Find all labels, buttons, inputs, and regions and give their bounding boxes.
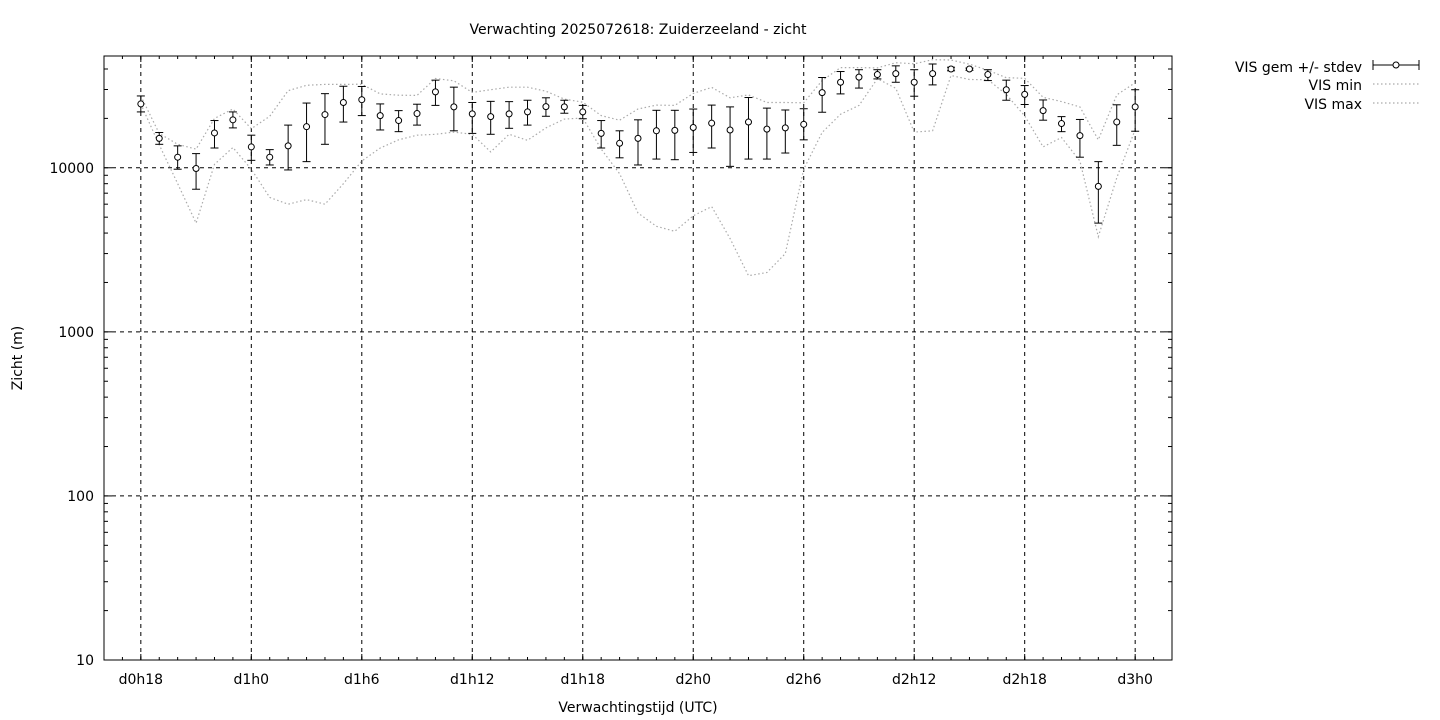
y-tick-label: 1000 — [58, 325, 94, 341]
x-tick-label: d0h18 — [119, 672, 163, 688]
mean-point — [137, 100, 145, 108]
vis-min-line — [140, 74, 1136, 277]
mean-point — [708, 119, 716, 127]
mean-point — [284, 142, 292, 150]
mean-point — [339, 98, 347, 106]
mean-point — [855, 73, 863, 81]
mean-point — [763, 125, 771, 133]
mean-point — [560, 103, 568, 111]
mean-point — [818, 89, 826, 97]
mean-point — [524, 108, 532, 116]
y-tick-label: 10 — [76, 653, 94, 669]
mean-point — [947, 65, 955, 73]
mean-point — [781, 124, 789, 132]
mean-point — [929, 70, 937, 78]
mean-point — [1021, 90, 1029, 98]
mean-point — [671, 126, 679, 134]
legend: VIS gem +/- stdev VIS min VIS max — [1235, 60, 1420, 113]
mean-point — [192, 164, 200, 172]
mean-point — [1076, 132, 1084, 140]
mean-point — [634, 134, 642, 142]
x-tick-label: d2h0 — [675, 672, 711, 688]
mean-point — [873, 71, 881, 79]
x-tick-label: d2h6 — [786, 672, 822, 688]
mean-point — [395, 117, 403, 125]
x-tick-label: d1h12 — [450, 672, 494, 688]
mean-point — [910, 78, 918, 86]
mean-point — [413, 110, 421, 118]
mean-point — [450, 103, 458, 111]
x-tick-label: d2h12 — [892, 672, 936, 688]
chart-title: Verwachting 2025072618: Zuiderzeeland - … — [470, 22, 807, 38]
legend-swatches — [1372, 60, 1420, 104]
x-tick-label: d2h18 — [1002, 672, 1046, 688]
series-area — [136, 59, 1140, 277]
x-tick-label: d1h18 — [561, 672, 605, 688]
mean-point — [800, 120, 808, 128]
mean-point — [376, 112, 384, 120]
mean-point — [1094, 182, 1102, 190]
x-tick-label: d1h0 — [234, 672, 270, 688]
mean-point — [487, 113, 495, 121]
mean-point — [616, 139, 624, 147]
mean-point — [303, 123, 311, 131]
mean-point — [1113, 118, 1121, 126]
axis-ticks: d0h18 d1h0 d1h6 d1h12 d1h18 d2h0 d2h6 d2h12 d2h1… — [49, 56, 1173, 688]
mean-point — [689, 123, 697, 131]
mean-point — [837, 78, 845, 86]
mean-point — [155, 134, 163, 142]
y-tick-label: 100 — [67, 489, 94, 505]
mean-point — [744, 118, 752, 126]
grid — [104, 56, 1172, 660]
mean-point — [597, 129, 605, 137]
mean-point — [984, 71, 992, 79]
mean-point — [1058, 120, 1066, 128]
mean-point — [468, 110, 476, 118]
mean-point — [579, 108, 587, 116]
mean-point — [358, 96, 366, 104]
x-tick-label: d3h0 — [1117, 672, 1153, 688]
mean-point — [726, 126, 734, 134]
mean-point — [174, 153, 182, 161]
mean-point — [247, 143, 255, 151]
mean-point — [1002, 86, 1010, 94]
mean-point — [210, 129, 218, 137]
y-tick-label: 10000 — [49, 161, 94, 177]
mean-point — [965, 65, 973, 73]
mean-point — [1039, 107, 1047, 115]
legend-label-max: VIS max — [1304, 97, 1362, 113]
mean-point — [431, 88, 439, 96]
mean-point — [542, 103, 550, 111]
mean-point — [266, 153, 274, 161]
legend-label-mean: VIS gem +/- stdev — [1235, 60, 1362, 76]
mean-point — [892, 70, 900, 78]
mean-point — [652, 127, 660, 135]
mean-point — [505, 110, 513, 118]
vis-max-line — [140, 59, 1136, 150]
x-tick-label: d1h6 — [344, 672, 380, 688]
mean-point — [229, 116, 237, 124]
mean-point — [321, 111, 329, 119]
mean-point — [1131, 103, 1139, 111]
legend-label-min: VIS min — [1309, 78, 1362, 94]
y-axis-label: Zicht (m) — [10, 326, 26, 391]
x-axis-label: Verwachtingstijd (UTC) — [558, 700, 717, 716]
legend-swatch-marker — [1392, 61, 1400, 69]
